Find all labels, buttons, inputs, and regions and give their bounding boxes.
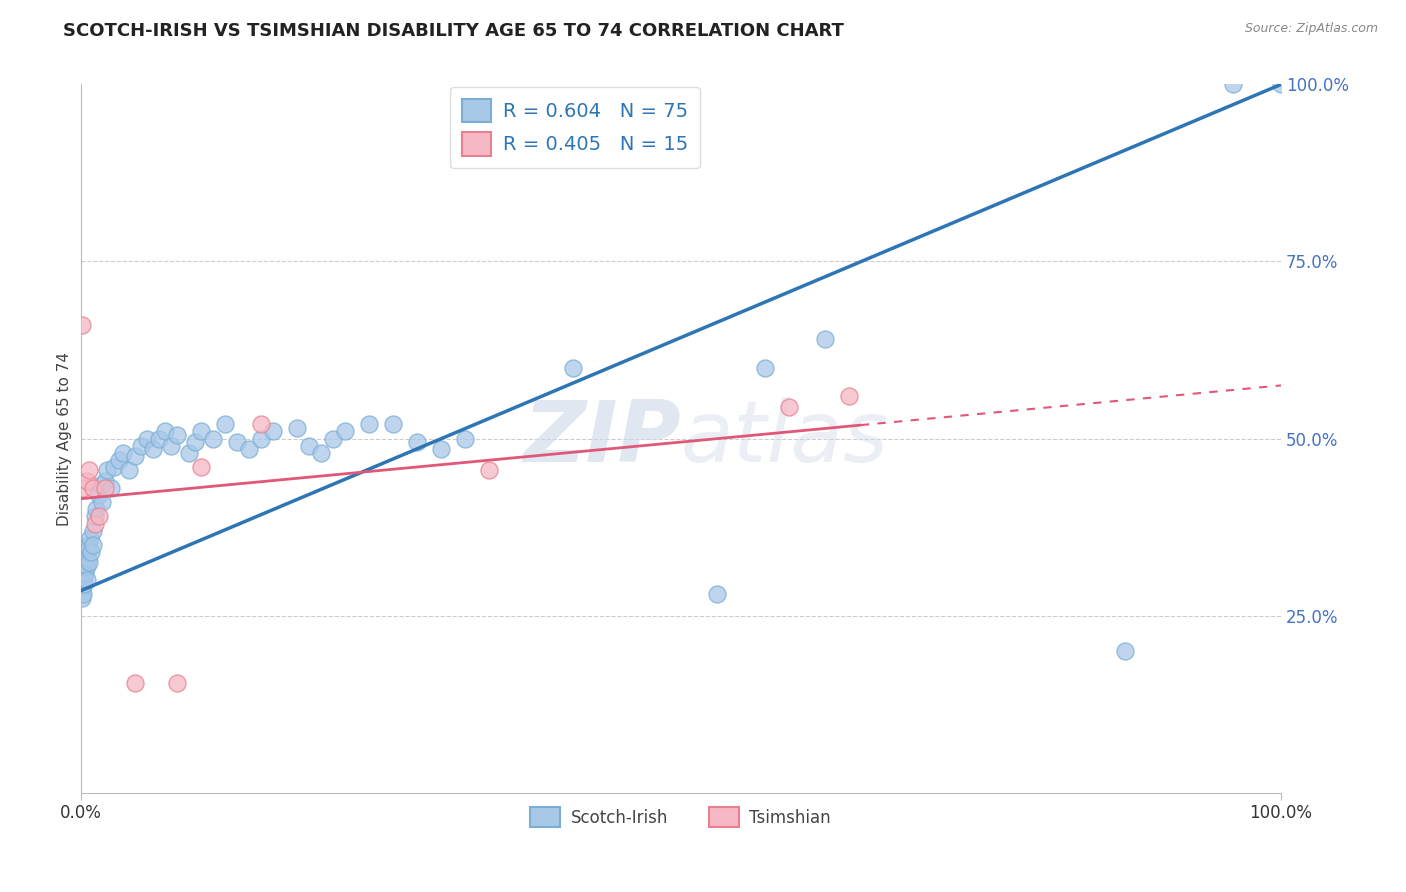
Point [73, 552, 96, 566]
Point [124, 449, 146, 463]
Point [76, 573, 98, 587]
Point [77, 541, 100, 556]
Point [309, 446, 332, 460]
Point [87, 488, 110, 502]
Point [82, 481, 104, 495]
Point [225, 435, 247, 450]
Point [190, 425, 212, 439]
Point [79, 531, 101, 545]
Point [76, 538, 98, 552]
Point [141, 442, 163, 457]
Point [159, 439, 181, 453]
Point [73, 566, 96, 580]
Point [838, 389, 860, 403]
Point [285, 421, 308, 435]
Point [70, 580, 93, 594]
Point [73, 576, 96, 591]
Point [87, 509, 110, 524]
Legend: Scotch-Irish, Tsimshian: Scotch-Irish, Tsimshian [524, 800, 838, 834]
Point [96, 463, 118, 477]
Point [214, 417, 236, 432]
Point [754, 360, 776, 375]
Point [262, 425, 284, 439]
Point [103, 459, 125, 474]
Point [75, 566, 97, 580]
Point [201, 432, 224, 446]
Point [148, 432, 170, 446]
Point [166, 676, 188, 690]
Point [124, 676, 146, 690]
Point [70, 566, 93, 580]
Point [108, 452, 131, 467]
Point [93, 474, 115, 488]
Point [1222, 78, 1244, 92]
Point [561, 360, 583, 375]
Point [814, 332, 837, 346]
Point [76, 552, 98, 566]
Point [76, 559, 98, 574]
Point [502, 98, 524, 112]
Text: SCOTCH-IRISH VS TSIMSHIAN DISABILITY AGE 65 TO 74 CORRELATION CHART: SCOTCH-IRISH VS TSIMSHIAN DISABILITY AGE… [63, 22, 844, 40]
Point [1114, 644, 1136, 658]
Text: atlas: atlas [681, 397, 889, 480]
Point [90, 477, 112, 491]
Point [249, 417, 271, 432]
Point [70, 318, 93, 333]
Point [706, 587, 728, 601]
Point [72, 569, 94, 583]
Text: Source: ZipAtlas.com: Source: ZipAtlas.com [1244, 22, 1378, 36]
Point [478, 463, 501, 477]
Point [249, 432, 271, 446]
Point [177, 446, 200, 460]
Point [129, 439, 152, 453]
Point [513, 95, 536, 110]
Point [72, 481, 94, 495]
Point [70, 591, 93, 605]
Point [91, 495, 114, 509]
Point [84, 509, 107, 524]
Point [153, 425, 176, 439]
Point [84, 516, 107, 531]
Y-axis label: Disability Age 65 to 74: Disability Age 65 to 74 [58, 351, 72, 525]
Point [190, 459, 212, 474]
Point [93, 481, 115, 495]
Point [778, 400, 800, 414]
Point [72, 576, 94, 591]
Point [238, 442, 260, 457]
Point [322, 432, 344, 446]
Point [297, 439, 319, 453]
Point [70, 573, 93, 587]
Point [166, 428, 188, 442]
Point [82, 524, 104, 538]
Point [508, 98, 530, 112]
Point [135, 432, 157, 446]
Point [429, 442, 451, 457]
Point [84, 502, 107, 516]
Point [183, 435, 205, 450]
Point [76, 545, 98, 559]
Point [77, 463, 100, 477]
Point [72, 587, 94, 601]
Point [75, 556, 97, 570]
Point [82, 538, 104, 552]
Point [100, 481, 122, 495]
Point [73, 563, 96, 577]
Point [72, 563, 94, 577]
Point [405, 435, 427, 450]
Point [117, 463, 139, 477]
Point [70, 583, 93, 598]
Point [357, 417, 380, 432]
Point [77, 556, 100, 570]
Point [1270, 78, 1292, 92]
Point [381, 417, 404, 432]
Point [111, 446, 134, 460]
Point [333, 425, 356, 439]
Text: ZIP: ZIP [523, 397, 681, 480]
Point [80, 545, 103, 559]
Point [76, 474, 98, 488]
Point [453, 432, 475, 446]
